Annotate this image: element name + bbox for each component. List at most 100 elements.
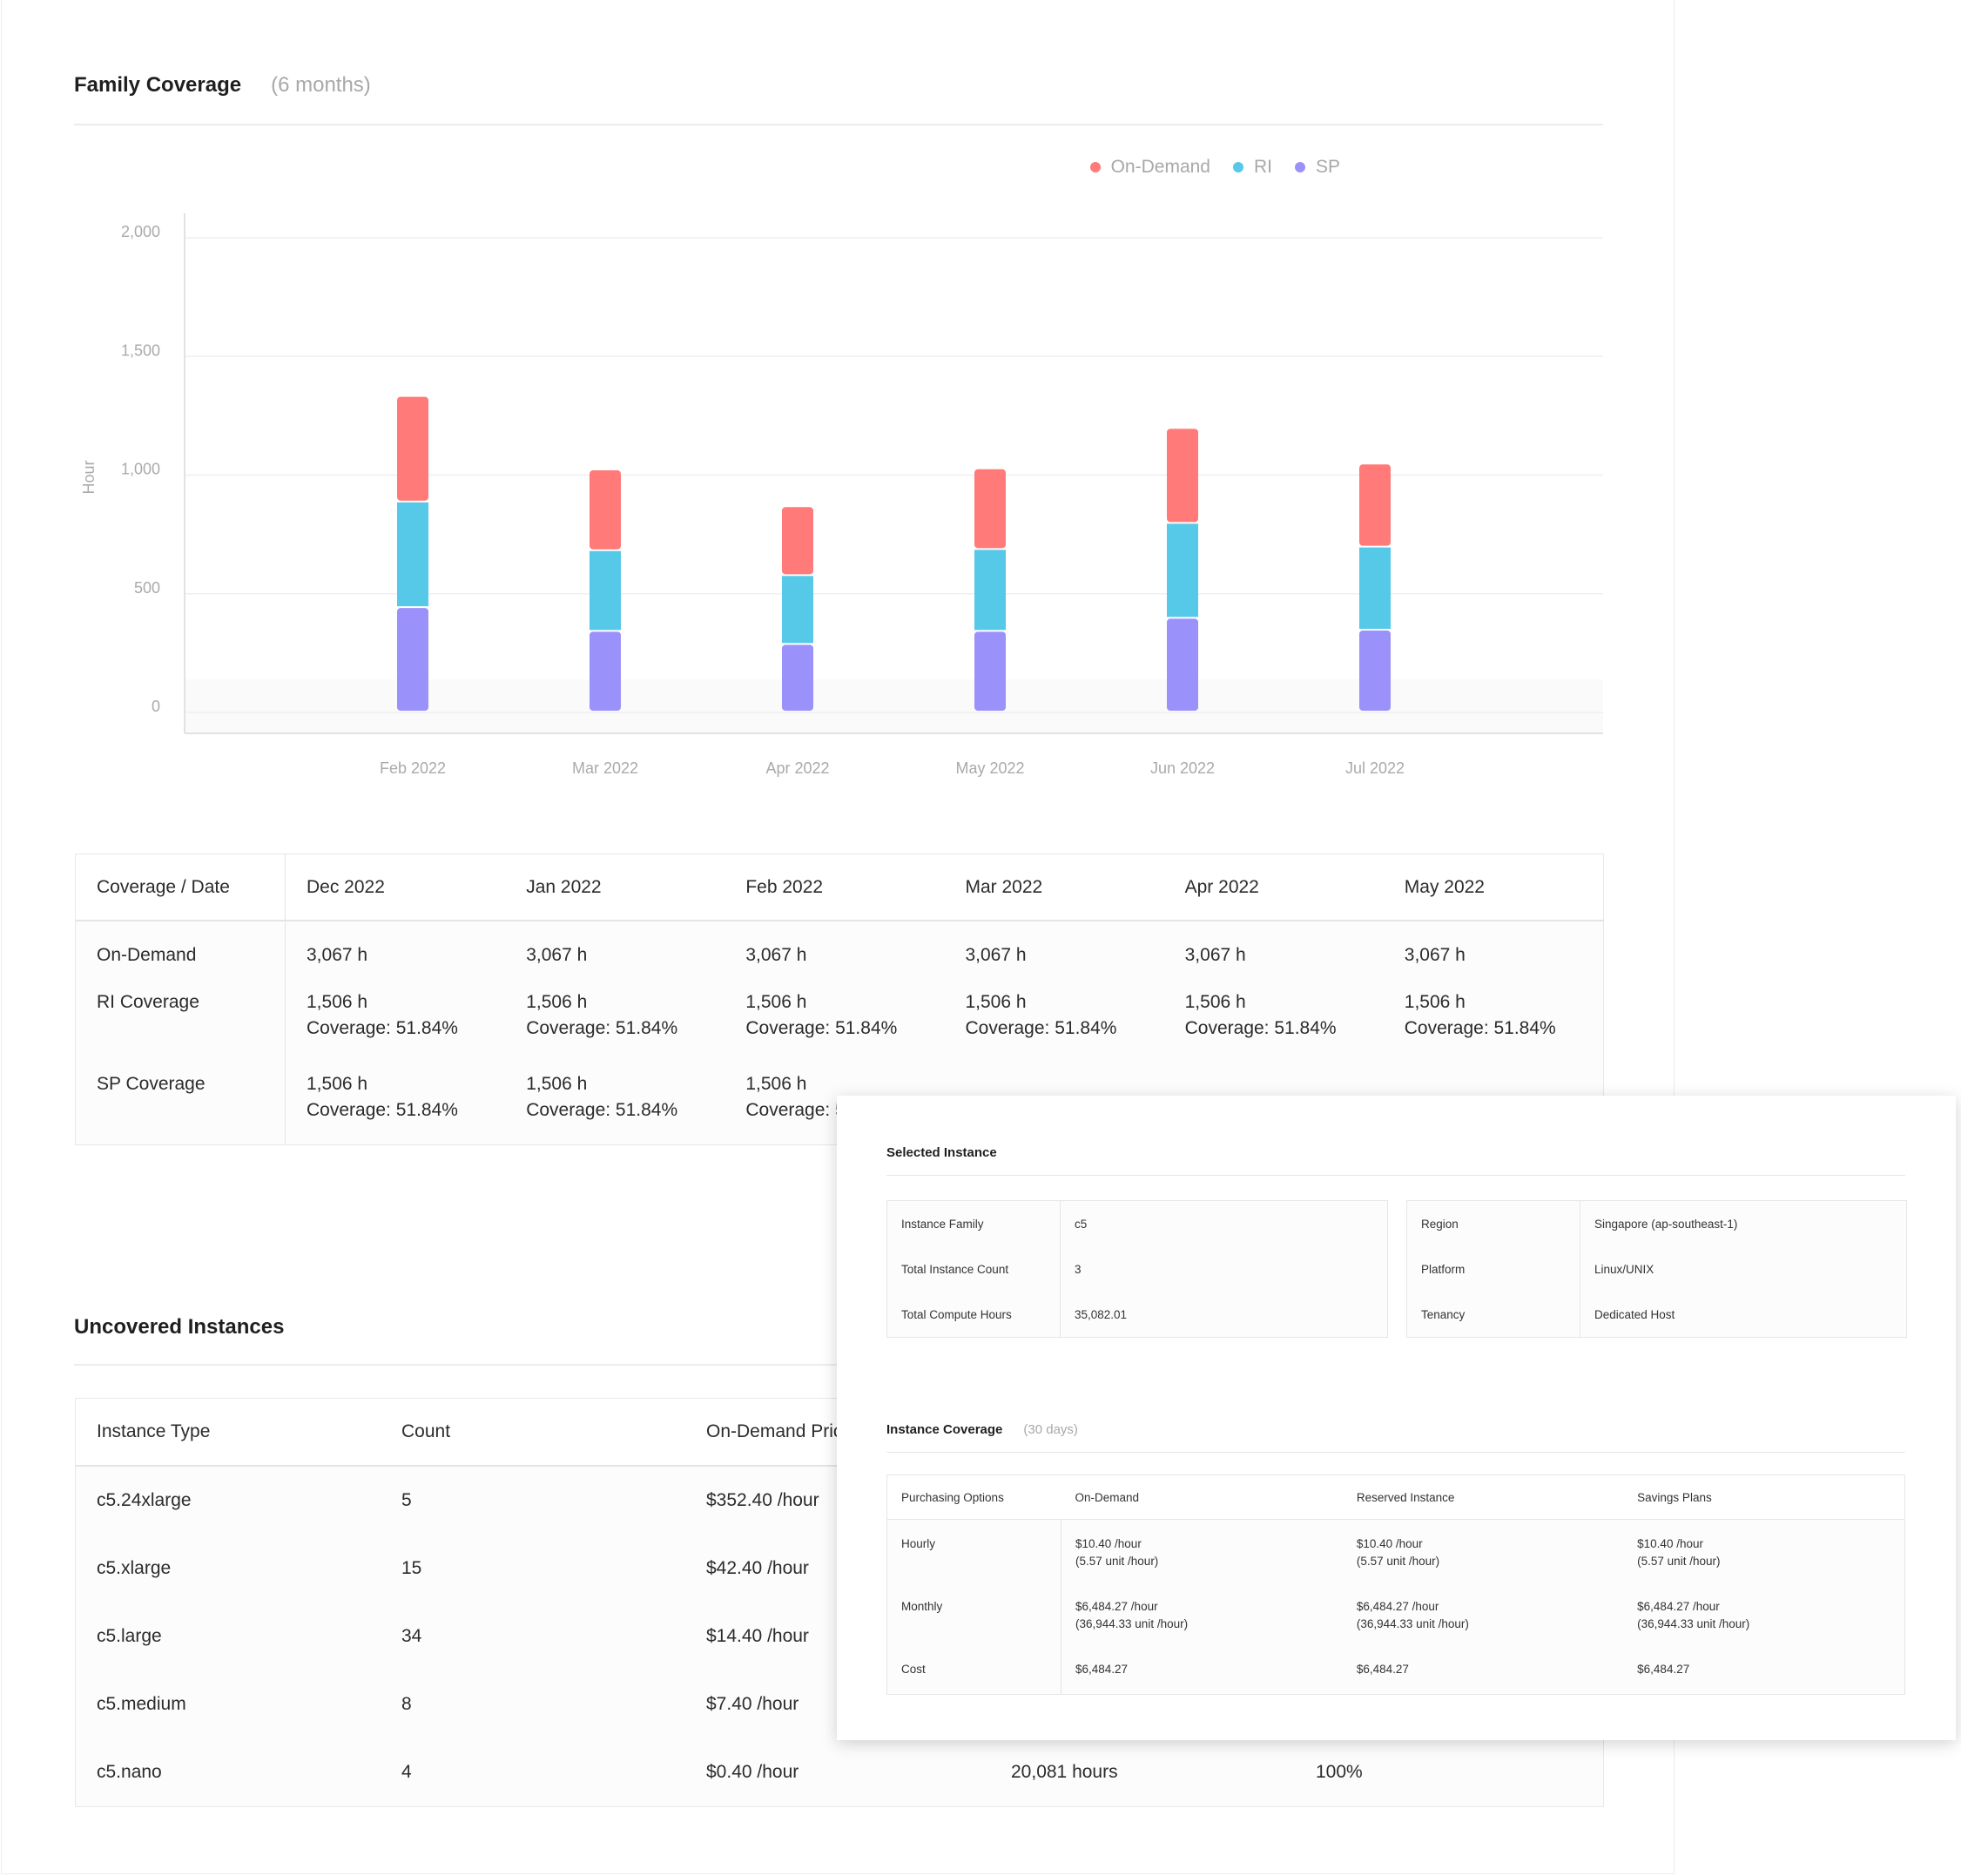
x-tick-label: Mar 2022	[572, 759, 638, 777]
info-row: Instance Family c5	[887, 1201, 1387, 1246]
cell-hours: 1,506 h	[526, 1074, 588, 1094]
coverage-header-date: Feb 2022	[724, 854, 945, 921]
legend-dot-ondemand	[1089, 162, 1101, 172]
instance-coverage-subtitle: (30 days)	[1023, 1422, 1078, 1437]
cell-line2: (36,944.33 unit /hour)	[1637, 1617, 1750, 1630]
instance-count: 5	[381, 1466, 685, 1535]
instance-coverage-header: Instance Coverage (30 days)	[886, 1422, 1905, 1453]
cell-value: 1,506 h Coverage: 51.84%	[944, 968, 1164, 1042]
bar-segment-ri	[397, 502, 428, 607]
header-purchasing-options: Purchasing Options	[886, 1474, 1061, 1520]
cell-value: 3,067 h	[724, 921, 945, 968]
cell-line1: $6,484.27 /hour	[1075, 1600, 1158, 1613]
chart-legend: On-Demand RI SP	[1089, 157, 1340, 178]
cell-line2: (5.57 unit /hour)	[1637, 1555, 1721, 1568]
coverage-table: Coverage / Date Dec 2022 Jan 2022 Feb 20…	[75, 854, 1604, 1145]
y-tick-label: 1,000	[121, 461, 160, 478]
y-axis-label: Hour	[80, 460, 98, 494]
legend-dot-sp	[1294, 162, 1305, 172]
bar-segment-ri	[1359, 547, 1391, 629]
info-row: Tenancy Dedicated Host	[1407, 1292, 1906, 1337]
x-tick-label: Jun 2022	[1150, 759, 1215, 777]
cell-coverage: Coverage: 51.84%	[307, 1100, 458, 1120]
header-count[interactable]: Count	[381, 1398, 685, 1467]
bar-segment-ri	[782, 576, 813, 644]
bar-segment-sp	[974, 631, 1006, 711]
bar-segment-on-demand	[974, 469, 1006, 549]
coverage-row-ri: RI Coverage 1,506 h Coverage: 51.84% 1,50…	[75, 968, 1604, 1042]
header-reserved: Reserved Instance	[1342, 1474, 1624, 1520]
info-label: Tenancy	[1407, 1292, 1580, 1337]
cell-hours: 1,506 h	[307, 992, 368, 1012]
instance-price: $0.40 /hour	[685, 1738, 990, 1807]
instance-count: 34	[381, 1603, 685, 1670]
legend-dot-ri	[1232, 162, 1243, 172]
row-cost: Cost $6,484.27 $6,484.27 $6,484.27	[886, 1633, 1905, 1695]
bar-segment-ri	[1167, 523, 1198, 617]
cell-coverage: Coverage: 51.84%	[745, 1018, 898, 1038]
purchasing-header-row: Purchasing Options On-Demand Reserved In…	[886, 1474, 1905, 1520]
family-coverage-chart: 0 500 1,000 1,500 2,000 Hour Feb 2022 Mar 2022 A…	[80, 213, 1603, 777]
info-value: 35,082.01	[1075, 1307, 1128, 1321]
header-savings: Savings Plans	[1623, 1474, 1905, 1520]
info-label: Total Compute Hours	[887, 1292, 1061, 1337]
bar-segment-ri	[974, 550, 1006, 631]
cell-coverage: Coverage: 51.84%	[1404, 1018, 1556, 1038]
instance-type: c5.xlarge	[75, 1535, 381, 1603]
info-label: Total Instance Count	[887, 1246, 1061, 1292]
legend-item-ondemand[interactable]: On-Demand	[1089, 157, 1210, 178]
info-row: Total Compute Hours 35,082.01	[887, 1292, 1387, 1337]
cell-value: $6,484.27	[1061, 1633, 1343, 1695]
row-monthly: Monthly $6,484.27 /hour (36,944.33 unit /…	[886, 1570, 1905, 1633]
cell-line1: $10.40 /hour	[1356, 1537, 1423, 1550]
coverage-header-date: Apr 2022	[1163, 854, 1384, 921]
cell-line2: (5.57 unit /hour)	[1356, 1555, 1440, 1568]
cell-value: 3,067 h	[1383, 921, 1604, 968]
bar-segment-on-demand	[1167, 429, 1198, 523]
cell-coverage: Coverage: 51.84%	[307, 1018, 458, 1038]
cell-hours: 1,506 h	[1404, 992, 1466, 1012]
bar-segment-sp	[782, 644, 813, 711]
header-ondemand: On-Demand	[1061, 1474, 1343, 1520]
info-value: Dedicated Host	[1594, 1307, 1675, 1321]
instance-info-left: Instance Family c5 Total Instance Count 3 …	[886, 1200, 1388, 1338]
cell-value: $6,484.27 /hour (36,944.33 unit /hour)	[1342, 1570, 1624, 1633]
info-label: Instance Family	[887, 1201, 1061, 1246]
x-tick-label: May 2022	[955, 759, 1024, 777]
coverage-header-date: Dec 2022	[285, 854, 506, 921]
selected-instance-popup: Selected Instance Instance Family c5 Tota…	[837, 1096, 1956, 1740]
cell-coverage: Coverage: 51.84%	[526, 1100, 678, 1120]
uncovered-title: Uncovered Instances	[74, 1315, 285, 1339]
bar-segment-on-demand	[1359, 464, 1391, 546]
legend-item-sp[interactable]: SP	[1294, 157, 1340, 178]
y-tick-label: 500	[134, 579, 160, 597]
cell-hours: 1,506 h	[745, 992, 807, 1012]
bar-segment-sp	[397, 608, 428, 711]
x-tick-label: Feb 2022	[380, 759, 446, 777]
cell-value: $10.40 /hour (5.57 unit /hour)	[1342, 1519, 1624, 1570]
instance-info-right: Region Singapore (ap-southeast-1) Platfor…	[1406, 1200, 1907, 1338]
cell-hours: 1,506 h	[526, 992, 588, 1012]
table-row[interactable]: c5.nano 4 $0.40 /hour 20,081 hours 100%	[75, 1738, 1604, 1807]
info-row: Platform Linux/UNIX	[1407, 1246, 1906, 1292]
cell-line2: (36,944.33 unit /hour)	[1075, 1617, 1189, 1630]
cell-hours: 1,506 h	[1184, 992, 1246, 1012]
cell-value: 3,067 h	[944, 921, 1164, 968]
row-hourly: Hourly $10.40 /hour (5.57 unit /hour) $10…	[886, 1519, 1905, 1570]
row-label: Hourly	[886, 1519, 1061, 1570]
info-value: Singapore (ap-southeast-1)	[1594, 1217, 1738, 1231]
info-row: Total Instance Count 3	[887, 1246, 1387, 1292]
legend-label-ri: RI	[1253, 157, 1272, 177]
coverage-row-ondemand: On-Demand 3,067 h 3,067 h 3,067 h 3,067 …	[75, 921, 1604, 968]
cell-value: 1,506 h Coverage: 51.84%	[505, 968, 725, 1042]
legend-item-ri[interactable]: RI	[1232, 157, 1272, 178]
bar-segment-ri	[590, 550, 621, 631]
header-instance-type[interactable]: Instance Type	[75, 1398, 381, 1467]
row-label: On-Demand	[75, 921, 286, 968]
row-label: RI Coverage	[75, 968, 286, 1042]
cell-value: 1,506 h Coverage: 51.84%	[1163, 968, 1384, 1042]
y-tick-label: 1,500	[121, 341, 160, 359]
cell-value: $10.40 /hour (5.57 unit /hour)	[1061, 1519, 1343, 1570]
family-coverage-title: Family Coverage	[74, 73, 242, 97]
row-label: Monthly	[886, 1570, 1061, 1633]
